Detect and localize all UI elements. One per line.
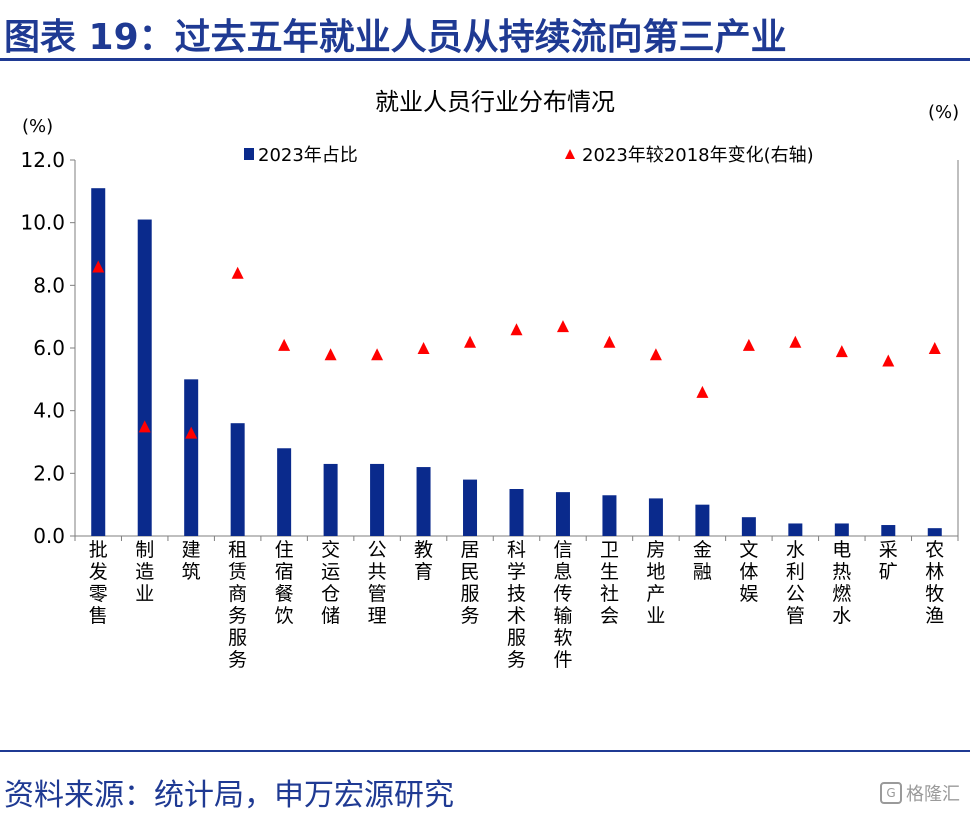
triangle-marker	[92, 260, 105, 273]
y-axis-ticks: 0.0 2.0 4.0 6.0 8.0 10.0 12.0	[20, 148, 75, 548]
y-tick-label: 10.0	[20, 211, 65, 235]
page-title: 图表 19：过去五年就业人员从持续流向第三产业	[4, 17, 787, 58]
x-category-label: 建筑	[182, 539, 201, 583]
bar	[277, 448, 292, 536]
bar	[881, 525, 896, 536]
y-tick-label: 0.0	[33, 524, 65, 548]
bar	[602, 495, 617, 536]
x-category-label: 文体娱	[739, 539, 758, 605]
x-category-label: 金融	[693, 539, 712, 583]
triangle-marker	[138, 420, 151, 433]
legend-triangle-label: 2023年较2018年变化(右轴)	[582, 145, 814, 166]
triangle-marker	[649, 348, 662, 361]
triangle-marker	[185, 426, 198, 439]
chart-title: 就业人员行业分布情况	[375, 88, 615, 116]
x-axis-labels: 批发零售 制造业 建筑 租赁商务服务 住宿餐饮 交运仓储 公共管理 教育 居民服务 科学技术服务 信…	[89, 539, 945, 671]
x-category-label: 卫生社会	[600, 539, 619, 627]
axes	[74, 160, 959, 541]
bar-series	[91, 188, 942, 537]
bar	[137, 219, 152, 537]
x-category-label: 信息传输软件	[553, 539, 572, 671]
bar	[834, 523, 849, 536]
x-category-label: 居民服务	[461, 539, 480, 627]
title-divider	[0, 58, 970, 61]
x-category-label: 房地产业	[646, 539, 665, 627]
triangle-marker	[696, 385, 709, 398]
x-category-label: 交运仓储	[321, 539, 340, 627]
legend-bar-label: 2023年占比	[258, 145, 358, 166]
y-axis-unit-left: (%)	[22, 116, 53, 137]
y-tick-label: 6.0	[33, 336, 65, 360]
triangle-marker	[882, 354, 895, 367]
y-tick-label: 8.0	[33, 273, 65, 297]
y-tick-label: 12.0	[20, 148, 65, 172]
x-category-label: 租赁商务服务	[228, 539, 247, 671]
watermark: G 格隆汇	[880, 780, 960, 806]
triangle-marker	[928, 342, 941, 354]
legend: 2023年占比 2023年较2018年变化(右轴)	[244, 145, 814, 166]
bar	[323, 463, 338, 536]
employment-chart: 就业人员行业分布情况 (%) (%) 2023年占比 2023年较2018年变化…	[20, 88, 959, 671]
bar	[927, 528, 942, 536]
triangle-marker	[324, 348, 337, 361]
triangle-marker	[742, 338, 755, 351]
source-note: 资料来源：统计局，申万宏源研究	[4, 778, 454, 813]
bar	[555, 492, 570, 536]
x-category-label: 教育	[414, 539, 433, 583]
x-category-label: 住宿餐饮	[275, 539, 294, 627]
triangle-marker	[231, 266, 244, 279]
triangle-marker	[556, 320, 569, 333]
triangle-marker	[603, 335, 616, 348]
bar	[230, 423, 245, 536]
footer-divider	[0, 750, 970, 752]
legend-bar-swatch	[244, 148, 254, 160]
logo-icon: G	[880, 782, 902, 804]
triangle-marker	[417, 342, 430, 354]
triangle-marker	[464, 335, 477, 348]
triangle-marker	[835, 345, 848, 358]
bar	[184, 379, 199, 536]
watermark-text: 格隆汇	[906, 784, 960, 805]
x-category-label: 制造业	[135, 539, 154, 605]
bar	[695, 504, 710, 536]
x-category-label: 批发零售	[89, 539, 108, 627]
bar	[741, 517, 756, 536]
triangle-marker	[278, 338, 291, 351]
bar	[463, 479, 478, 536]
triangle-marker	[510, 323, 523, 336]
x-category-label: 电热燃水	[832, 539, 851, 627]
x-category-label: 采矿	[879, 539, 898, 583]
bar	[370, 463, 385, 536]
legend-triangle-marker	[565, 149, 575, 159]
bar	[509, 489, 524, 536]
x-category-label: 科学技术服务	[507, 539, 526, 671]
x-category-label: 农林牧渔	[925, 539, 944, 627]
y-axis-unit-right: (%)	[928, 102, 959, 123]
bar	[788, 523, 803, 536]
x-category-label: 公共管理	[368, 539, 387, 627]
triangle-marker	[371, 348, 384, 361]
triangle-series	[92, 260, 941, 439]
y-tick-label: 4.0	[33, 399, 65, 423]
x-category-label: 水利公管	[786, 539, 805, 627]
bar	[416, 467, 431, 536]
bar	[91, 188, 106, 536]
bar	[648, 498, 663, 536]
triangle-marker	[789, 335, 802, 348]
y-tick-label: 2.0	[33, 461, 65, 485]
